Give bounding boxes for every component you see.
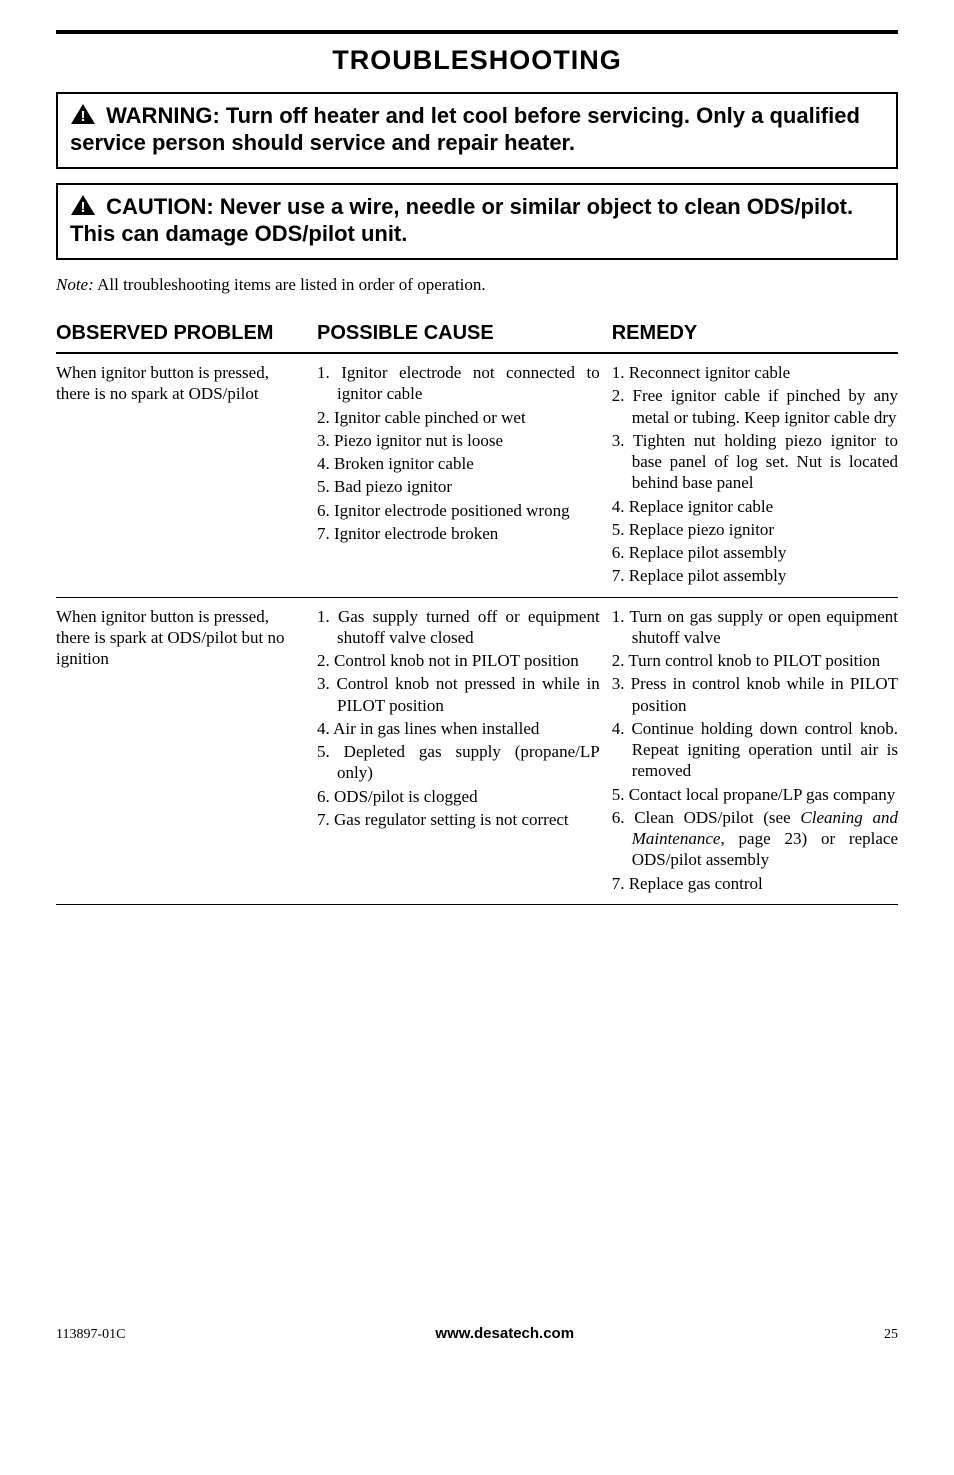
list-item: 7. Gas regulator setting is not correct <box>317 809 600 830</box>
col-remedy: REMEDY <box>612 317 898 353</box>
observed-problem: When ignitor button is pressed, there is… <box>56 353 317 597</box>
col-cause: POSSIBLE CAUSE <box>317 317 612 353</box>
possible-cause: 1. Ignitor electrode not connected to ig… <box>317 353 612 597</box>
warning-box: ! WARNING: Turn off heater and let cool … <box>56 92 898 169</box>
list-item: 3. Tighten nut holding piezo ignitor to … <box>612 430 898 494</box>
troubleshooting-table: OBSERVED PROBLEM POSSIBLE CAUSE REMEDY W… <box>56 317 898 905</box>
note-label: Note: <box>56 275 94 294</box>
list-item: 4. Replace ignitor cable <box>612 496 898 517</box>
observed-problem: When ignitor button is pressed, there is… <box>56 597 317 904</box>
list-item: 3. Control knob not pressed in while in … <box>317 673 600 716</box>
caution-box: ! CAUTION: Never use a wire, needle or s… <box>56 183 898 260</box>
top-rule <box>56 30 898 34</box>
list-item: 2. Free ignitor cable if pinched by any … <box>612 385 898 428</box>
svg-text:!: ! <box>81 199 86 216</box>
list-item: 1. Ignitor electrode not connected to ig… <box>317 362 600 405</box>
list-item: 3. Press in control knob while in PILOT … <box>612 673 898 716</box>
warning-icon: ! <box>70 194 96 216</box>
list-item: 5. Depleted gas supply (propane/LP only) <box>317 741 600 784</box>
list-item: 6. Clean ODS/pilot (see Cleaning and Mai… <box>612 807 898 871</box>
list-item: 4. Air in gas lines when installed <box>317 718 600 739</box>
remedy: 1. Turn on gas supply or open equipment … <box>612 597 898 904</box>
list-item: 2. Control knob not in PILOT position <box>317 650 600 671</box>
svg-text:!: ! <box>81 108 86 125</box>
list-item: 6. Replace pilot assembly <box>612 542 898 563</box>
col-observed: OBSERVED PROBLEM <box>56 317 317 353</box>
page-title: TROUBLESHOOTING <box>56 44 898 78</box>
footer-page-number: 25 <box>884 1326 898 1344</box>
footer-doc-id: 113897-01C <box>56 1326 125 1344</box>
list-item: 6. Ignitor electrode positioned wrong <box>317 500 600 521</box>
note-line: Note: All troubleshooting items are list… <box>56 274 898 295</box>
list-item: 2. Ignitor cable pinched or wet <box>317 407 600 428</box>
list-item: 3. Piezo ignitor nut is loose <box>317 430 600 451</box>
list-item: 4. Continue holding down control knob. R… <box>612 718 898 782</box>
alert-text: ! CAUTION: Never use a wire, needle or s… <box>70 193 884 248</box>
list-item: 1. Gas supply turned off or equipment sh… <box>317 606 600 649</box>
list-item: 1. Reconnect ignitor cable <box>612 362 898 383</box>
list-item: 2. Turn control knob to PILOT position <box>612 650 898 671</box>
list-item: 5. Bad piezo ignitor <box>317 476 600 497</box>
list-item: 5. Replace piezo ignitor <box>612 519 898 540</box>
list-item: 7. Replace pilot assembly <box>612 565 898 586</box>
list-item: 7. Ignitor electrode broken <box>317 523 600 544</box>
note-text: All troubleshooting items are listed in … <box>94 275 486 294</box>
page-footer: 113897-01C www.desatech.com 25 <box>56 1325 898 1344</box>
remedy: 1. Reconnect ignitor cable2. Free ignito… <box>612 353 898 597</box>
list-item: 6. ODS/pilot is clogged <box>317 786 600 807</box>
list-item: 5. Contact local propane/LP gas company <box>612 784 898 805</box>
possible-cause: 1. Gas supply turned off or equipment sh… <box>317 597 612 904</box>
list-item: 7. Replace gas control <box>612 873 898 894</box>
list-item: 1. Turn on gas supply or open equipment … <box>612 606 898 649</box>
footer-url: www.desatech.com <box>435 1325 574 1344</box>
alert-text: ! WARNING: Turn off heater and let cool … <box>70 102 884 157</box>
warning-icon: ! <box>70 103 96 125</box>
list-item: 4. Broken ignitor cable <box>317 453 600 474</box>
